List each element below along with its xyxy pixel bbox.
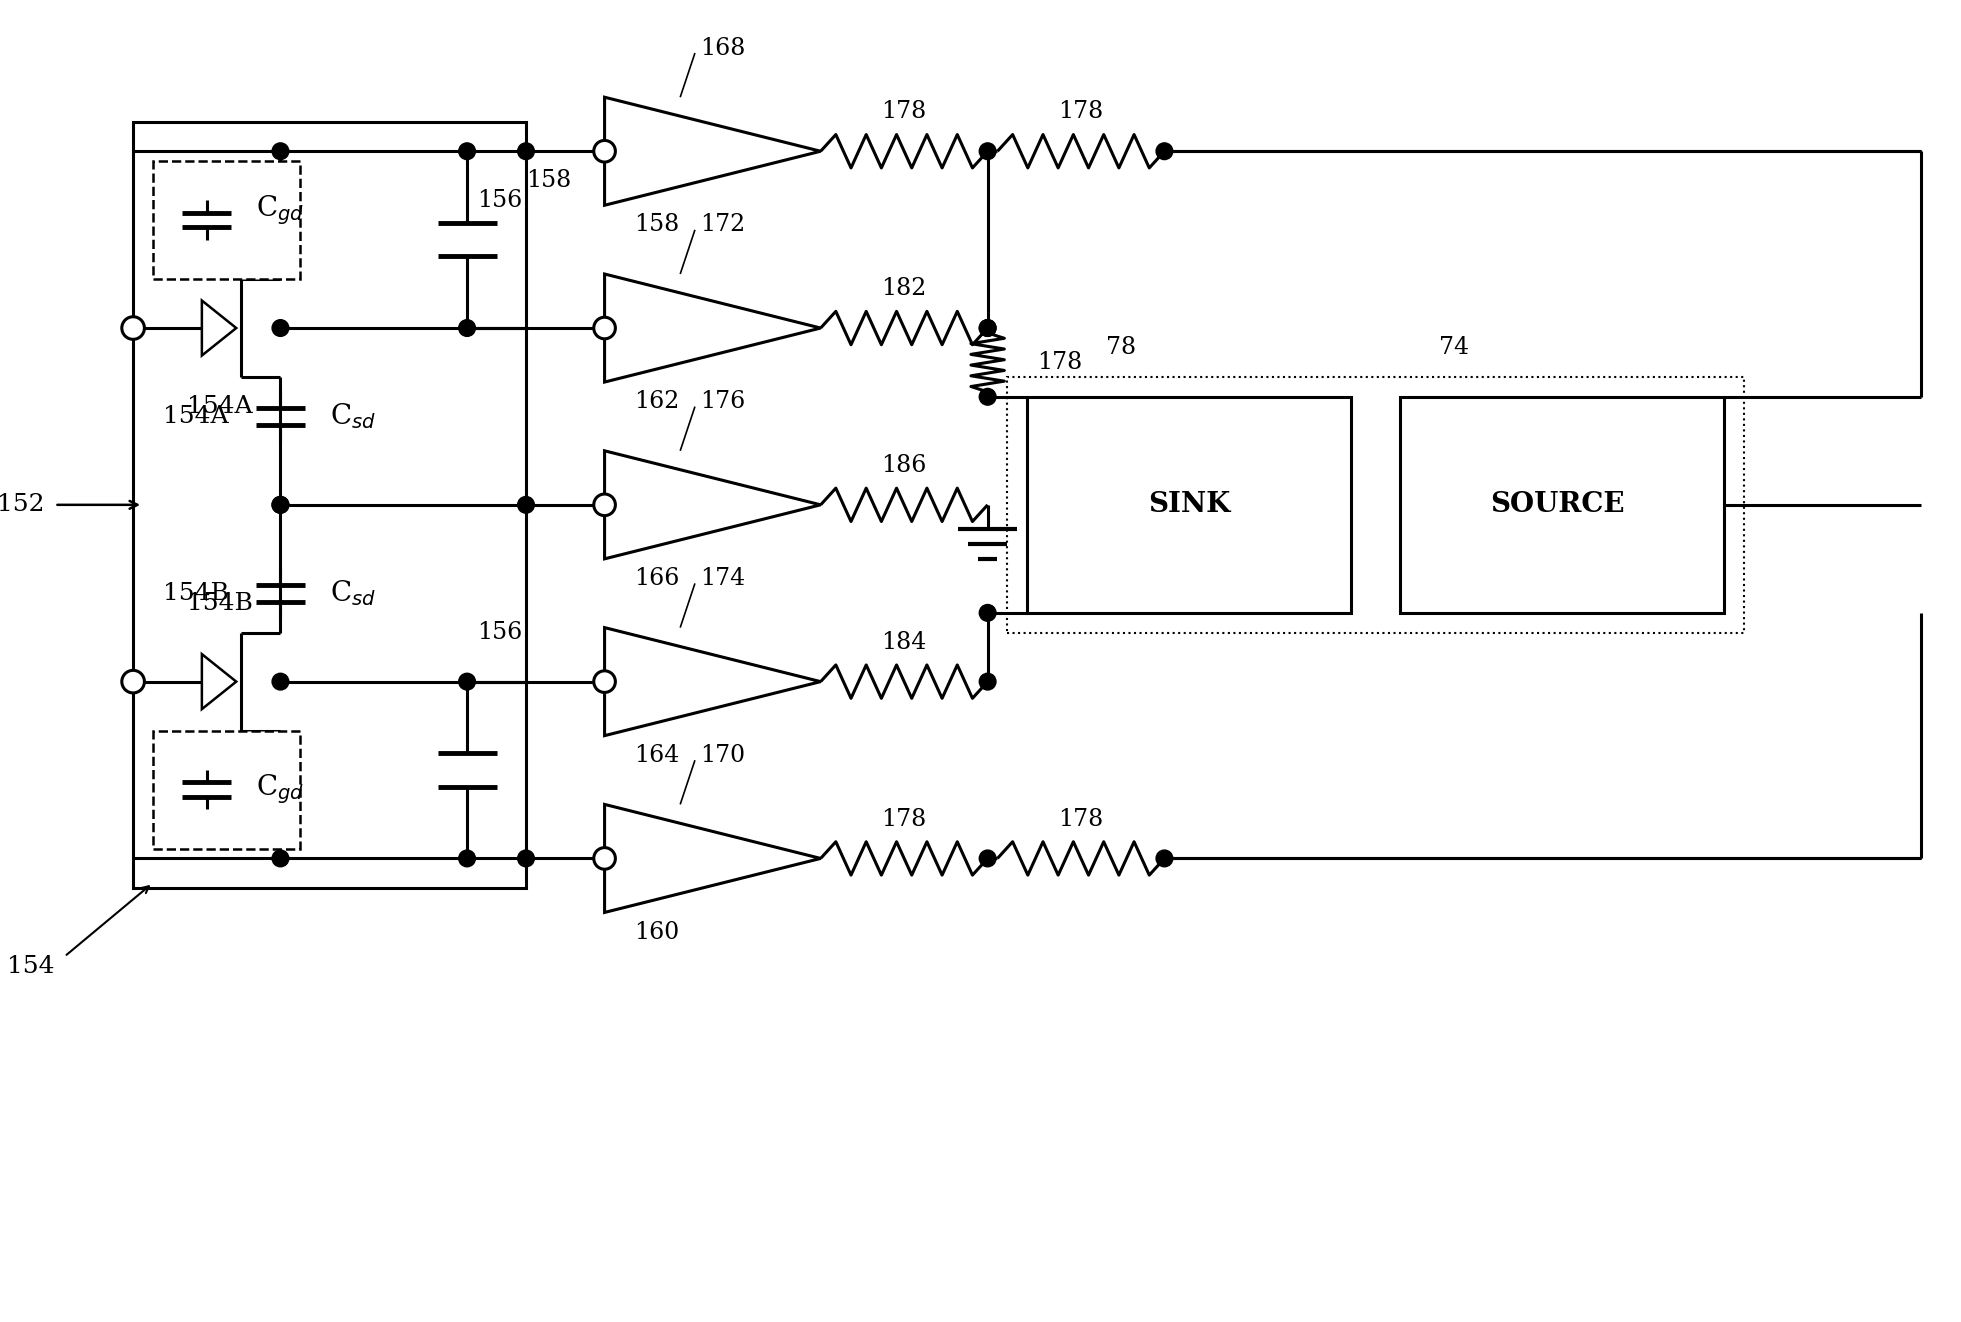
Circle shape	[459, 673, 475, 690]
Circle shape	[518, 850, 533, 867]
Text: C$_{sd}$: C$_{sd}$	[329, 578, 377, 608]
Text: 184: 184	[880, 631, 928, 654]
Text: 154B: 154B	[186, 591, 253, 615]
Text: 158: 158	[633, 213, 679, 237]
Circle shape	[273, 143, 288, 160]
Bar	[153, 731, 300, 849]
Bar	[133, 122, 526, 888]
Circle shape	[979, 389, 996, 405]
Circle shape	[594, 670, 616, 693]
Text: 160: 160	[633, 920, 679, 944]
Text: 152: 152	[0, 493, 45, 517]
Text: 170: 170	[700, 744, 745, 767]
Polygon shape	[604, 628, 820, 735]
Circle shape	[459, 143, 475, 160]
Bar	[1400, 397, 1724, 613]
Circle shape	[122, 317, 145, 340]
Polygon shape	[604, 98, 820, 205]
Text: 186: 186	[880, 453, 928, 477]
Bar	[153, 161, 300, 279]
Text: 154: 154	[8, 954, 55, 978]
Polygon shape	[202, 300, 235, 356]
Text: 158: 158	[526, 169, 571, 192]
Text: 178: 178	[1037, 350, 1082, 374]
Text: 154A: 154A	[186, 395, 253, 418]
Circle shape	[1157, 143, 1173, 160]
Text: 78: 78	[1106, 336, 1135, 360]
Circle shape	[459, 850, 475, 867]
Circle shape	[979, 673, 996, 690]
Circle shape	[594, 140, 616, 163]
Circle shape	[594, 317, 616, 338]
Circle shape	[273, 497, 288, 513]
Text: 178: 178	[1059, 100, 1104, 123]
Circle shape	[273, 850, 288, 867]
Text: 154A: 154A	[163, 405, 227, 428]
Text: SOURCE: SOURCE	[1490, 492, 1624, 518]
Circle shape	[273, 320, 288, 336]
Circle shape	[459, 320, 475, 336]
Circle shape	[273, 673, 288, 690]
Polygon shape	[202, 654, 235, 709]
Circle shape	[594, 847, 616, 870]
Text: 178: 178	[882, 808, 928, 830]
Text: 154B: 154B	[163, 582, 229, 604]
Text: 178: 178	[882, 100, 928, 123]
Circle shape	[518, 497, 533, 513]
Text: 168: 168	[700, 37, 745, 59]
Text: 172: 172	[700, 213, 745, 237]
Text: C$_{gd}$: C$_{gd}$	[255, 773, 304, 806]
Circle shape	[979, 320, 996, 336]
Text: 156: 156	[477, 189, 522, 212]
Polygon shape	[604, 274, 820, 382]
Text: 182: 182	[880, 278, 928, 300]
Circle shape	[1157, 850, 1173, 867]
Text: 74: 74	[1439, 336, 1469, 360]
Text: 174: 174	[700, 567, 745, 590]
Circle shape	[594, 494, 616, 516]
Circle shape	[979, 143, 996, 160]
Circle shape	[273, 497, 288, 513]
Circle shape	[979, 604, 996, 621]
Text: 178: 178	[1059, 808, 1104, 830]
Text: 166: 166	[633, 567, 679, 590]
Bar	[1028, 397, 1351, 613]
Text: 164: 164	[633, 744, 679, 767]
Text: 156: 156	[477, 621, 522, 644]
Text: SINK: SINK	[1147, 492, 1230, 518]
Bar	[1008, 377, 1743, 632]
Text: C$_{gd}$: C$_{gd}$	[255, 193, 304, 227]
Circle shape	[979, 850, 996, 867]
Circle shape	[979, 320, 996, 336]
Circle shape	[518, 143, 533, 160]
Polygon shape	[604, 804, 820, 912]
Text: 162: 162	[633, 390, 679, 414]
Text: C$_{sd}$: C$_{sd}$	[329, 402, 377, 431]
Polygon shape	[604, 451, 820, 559]
Text: 176: 176	[700, 390, 745, 414]
Circle shape	[122, 670, 145, 693]
